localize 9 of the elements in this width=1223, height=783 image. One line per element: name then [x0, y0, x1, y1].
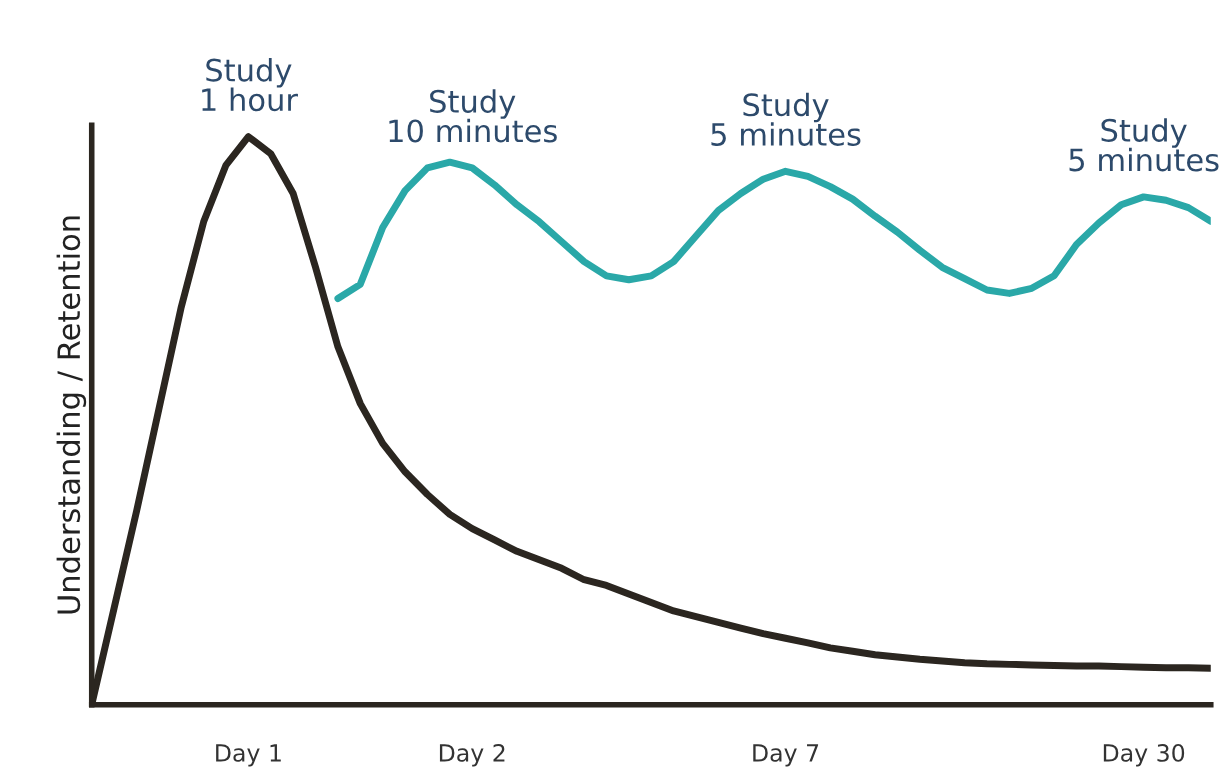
annotation: Study 5 minutes: [711, 92, 861, 146]
annotation: Study 1 hour: [202, 58, 298, 112]
y-axis-title: Understanding / Retention: [56, 216, 87, 614]
x-tick-label: Day 30: [1103, 744, 1185, 767]
x-tick-label: Day 7: [753, 744, 819, 767]
annotation: Study 5 minutes: [1069, 118, 1219, 172]
x-tick-label: Day 2: [439, 744, 505, 767]
annotation: Study 10 minutes: [389, 89, 557, 143]
x-tick-label: Day 1: [216, 744, 281, 767]
